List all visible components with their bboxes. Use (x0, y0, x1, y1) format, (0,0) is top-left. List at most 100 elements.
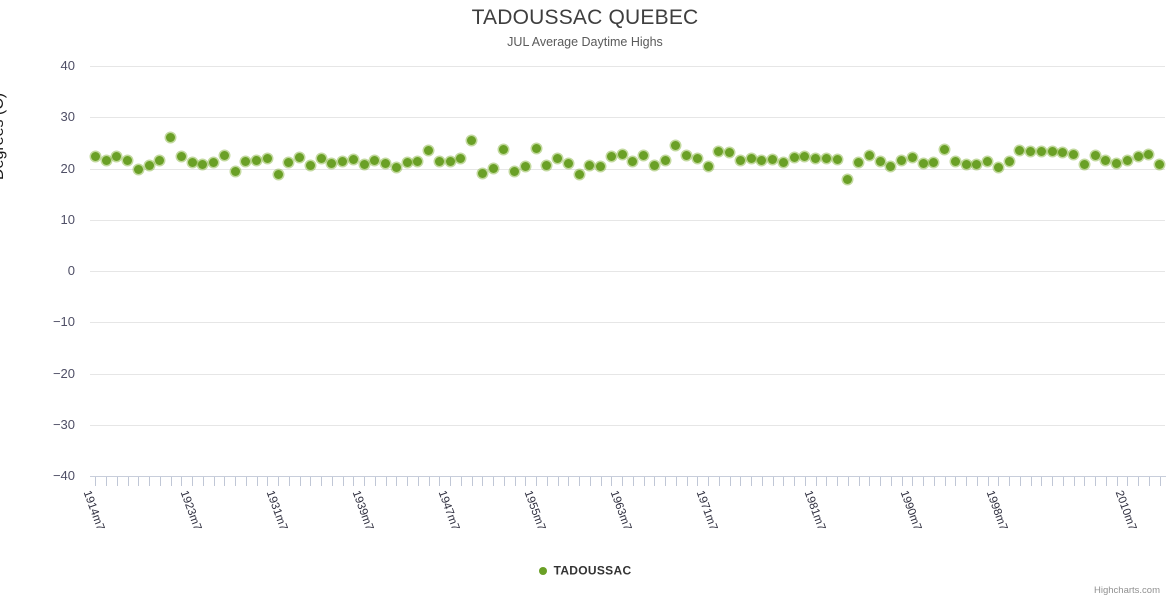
data-point[interactable] (864, 151, 874, 161)
data-point[interactable] (768, 154, 778, 164)
data-point[interactable] (1112, 158, 1122, 168)
data-point[interactable] (746, 154, 756, 164)
data-point[interactable] (692, 153, 702, 163)
data-point[interactable] (305, 160, 315, 170)
data-point[interactable] (596, 162, 606, 172)
data-point[interactable] (445, 156, 455, 166)
data-point[interactable] (660, 155, 670, 165)
data-point[interactable] (993, 163, 1003, 173)
data-point[interactable] (348, 155, 358, 165)
data-point[interactable] (284, 157, 294, 167)
data-point[interactable] (832, 154, 842, 164)
highcharts-credit[interactable]: Highcharts.com (1094, 585, 1160, 596)
data-point[interactable] (1004, 157, 1014, 167)
data-point[interactable] (456, 153, 466, 163)
data-point[interactable] (628, 156, 638, 166)
data-point[interactable] (929, 158, 939, 168)
data-point[interactable] (219, 150, 229, 160)
data-point[interactable] (757, 156, 767, 166)
data-point[interactable] (714, 146, 724, 156)
data-point[interactable] (112, 152, 122, 162)
data-point[interactable] (1101, 156, 1111, 166)
data-point[interactable] (907, 153, 917, 163)
data-point[interactable] (1133, 152, 1143, 162)
data-point[interactable] (1122, 155, 1132, 165)
data-point[interactable] (725, 147, 735, 157)
data-point[interactable] (585, 161, 595, 171)
data-point[interactable] (574, 169, 584, 179)
data-point[interactable] (606, 151, 616, 161)
data-point[interactable] (155, 156, 165, 166)
data-point[interactable] (370, 155, 380, 165)
data-point[interactable] (424, 146, 434, 156)
legend-item-tadoussac[interactable]: TADOUSSAC (538, 563, 632, 578)
data-point[interactable] (166, 133, 176, 143)
data-point[interactable] (230, 166, 240, 176)
data-point[interactable] (123, 156, 133, 166)
data-point[interactable] (499, 145, 509, 155)
data-point[interactable] (563, 158, 573, 168)
data-point[interactable] (187, 157, 197, 167)
data-point[interactable] (1090, 150, 1100, 160)
data-point[interactable] (434, 156, 444, 166)
data-point[interactable] (1058, 147, 1068, 157)
data-point[interactable] (1144, 150, 1154, 160)
data-point[interactable] (520, 161, 530, 171)
data-point[interactable] (789, 152, 799, 162)
data-point[interactable] (402, 158, 412, 168)
data-point[interactable] (735, 155, 745, 165)
data-point[interactable] (413, 157, 423, 167)
data-point[interactable] (639, 150, 649, 160)
data-point[interactable] (101, 155, 111, 165)
data-point[interactable] (961, 159, 971, 169)
data-point[interactable] (1036, 147, 1046, 157)
data-point[interactable] (940, 144, 950, 154)
data-point[interactable] (391, 162, 401, 172)
data-point[interactable] (209, 157, 219, 167)
data-point[interactable] (1069, 149, 1079, 159)
data-point[interactable] (682, 151, 692, 161)
data-point[interactable] (918, 159, 928, 169)
data-point[interactable] (316, 154, 326, 164)
data-point[interactable] (854, 158, 864, 168)
data-point[interactable] (273, 169, 283, 179)
data-point[interactable] (671, 141, 681, 151)
data-point[interactable] (241, 157, 251, 167)
data-point[interactable] (1026, 146, 1036, 156)
data-point[interactable] (327, 158, 337, 168)
data-point[interactable] (295, 152, 305, 162)
data-point[interactable] (1015, 146, 1025, 156)
data-point[interactable] (262, 153, 272, 163)
data-point[interactable] (510, 166, 520, 176)
data-point[interactable] (198, 160, 208, 170)
data-point[interactable] (811, 153, 821, 163)
data-point[interactable] (338, 156, 348, 166)
data-point[interactable] (542, 160, 552, 170)
data-point[interactable] (1079, 159, 1089, 169)
data-point[interactable] (1047, 147, 1057, 157)
data-point[interactable] (886, 162, 896, 172)
data-point[interactable] (359, 160, 369, 170)
data-point[interactable] (950, 157, 960, 167)
data-point[interactable] (983, 156, 993, 166)
data-point[interactable] (778, 158, 788, 168)
data-point[interactable] (144, 160, 154, 170)
data-point[interactable] (649, 160, 659, 170)
data-point[interactable] (553, 154, 563, 164)
data-point[interactable] (381, 158, 391, 168)
data-point[interactable] (972, 160, 982, 170)
data-point[interactable] (843, 175, 853, 185)
data-point[interactable] (800, 152, 810, 162)
data-point[interactable] (176, 152, 186, 162)
data-point[interactable] (821, 154, 831, 164)
data-point[interactable] (531, 144, 541, 153)
data-point[interactable] (488, 164, 498, 173)
data-point[interactable] (617, 150, 627, 160)
data-point[interactable] (875, 157, 885, 167)
data-point[interactable] (477, 168, 487, 178)
data-point[interactable] (133, 165, 143, 175)
data-point[interactable] (1155, 159, 1165, 169)
data-point[interactable] (703, 161, 713, 171)
data-point[interactable] (252, 156, 262, 166)
data-point[interactable] (90, 151, 100, 161)
